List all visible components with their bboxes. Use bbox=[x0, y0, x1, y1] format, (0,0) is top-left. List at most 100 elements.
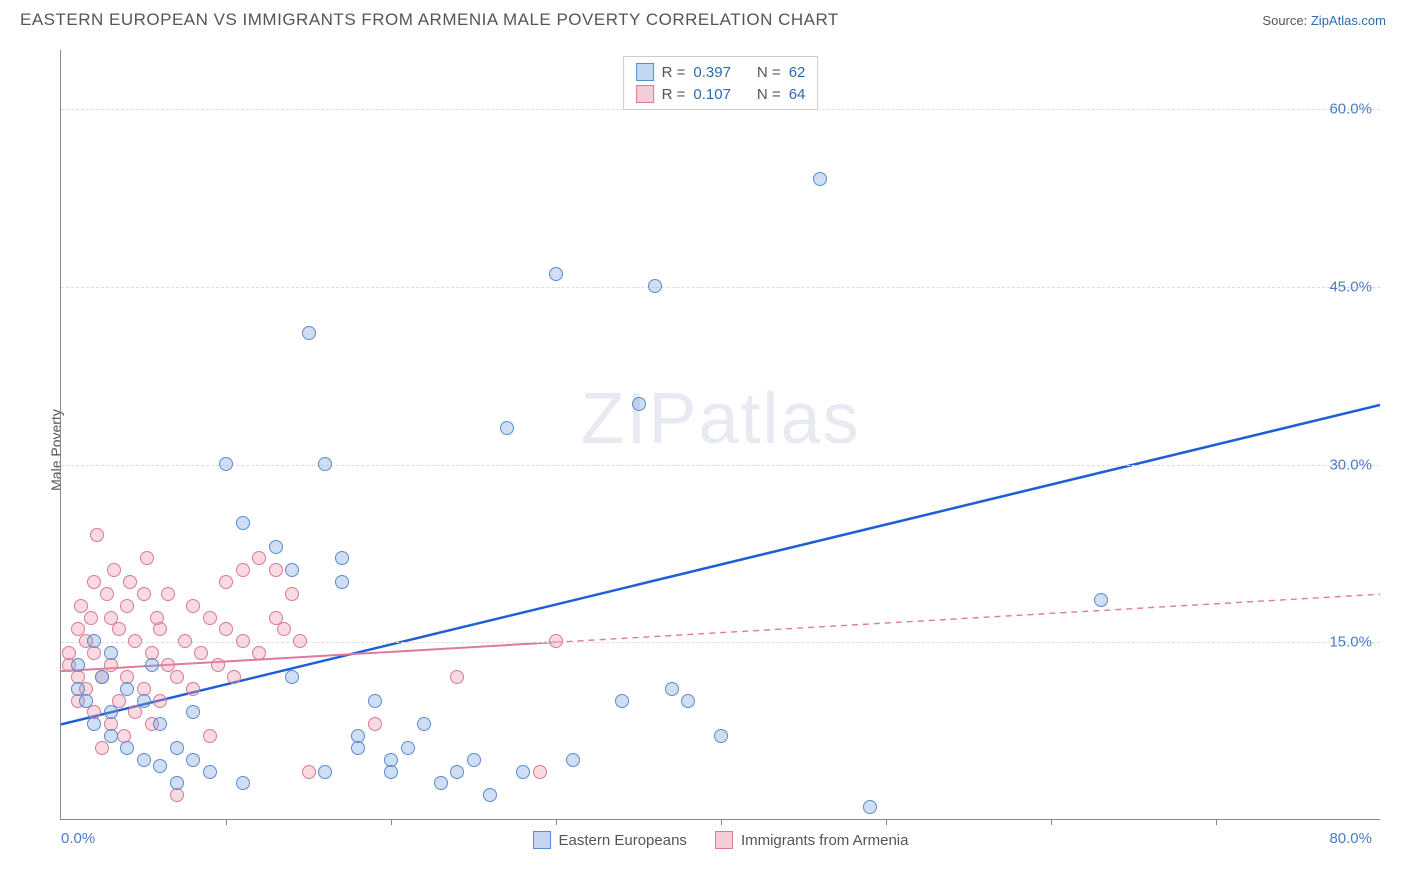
data-point bbox=[203, 765, 217, 779]
data-point bbox=[95, 670, 109, 684]
data-point bbox=[368, 717, 382, 731]
data-point bbox=[100, 587, 114, 601]
data-point bbox=[107, 563, 121, 577]
source-label: Source: bbox=[1262, 13, 1307, 28]
x-tick-mark bbox=[556, 819, 557, 825]
data-point bbox=[236, 563, 250, 577]
data-point bbox=[863, 800, 877, 814]
data-point bbox=[401, 741, 415, 755]
data-point bbox=[137, 694, 151, 708]
data-point bbox=[269, 563, 283, 577]
data-point bbox=[194, 646, 208, 660]
data-point bbox=[104, 646, 118, 660]
y-tick-label: 30.0% bbox=[1329, 456, 1372, 473]
data-point bbox=[153, 759, 167, 773]
series-legend: Eastern Europeans Immigrants from Armenia bbox=[533, 831, 909, 849]
series-name: Eastern Europeans bbox=[559, 832, 687, 849]
data-point bbox=[90, 528, 104, 542]
trend-lines bbox=[61, 50, 1380, 819]
data-point bbox=[467, 753, 481, 767]
data-point bbox=[450, 765, 464, 779]
legend-swatch bbox=[715, 831, 733, 849]
y-tick-label: 15.0% bbox=[1329, 634, 1372, 651]
legend-swatch bbox=[636, 63, 654, 81]
data-point bbox=[203, 729, 217, 743]
data-point bbox=[120, 682, 134, 696]
plot-area: ZIPatlas R =0.397N =62R =0.107N =64 0.0%… bbox=[60, 50, 1380, 820]
data-point bbox=[236, 634, 250, 648]
data-point bbox=[450, 670, 464, 684]
data-point bbox=[123, 575, 137, 589]
data-point bbox=[128, 634, 142, 648]
data-point bbox=[681, 694, 695, 708]
source-link[interactable]: ZipAtlas.com bbox=[1311, 13, 1386, 28]
series-legend-item: Eastern Europeans bbox=[533, 831, 687, 849]
data-point bbox=[236, 516, 250, 530]
data-point bbox=[434, 776, 448, 790]
data-point bbox=[549, 634, 563, 648]
data-point bbox=[153, 694, 167, 708]
data-point bbox=[219, 622, 233, 636]
data-point bbox=[549, 267, 563, 281]
data-point bbox=[302, 326, 316, 340]
series-legend-item: Immigrants from Armenia bbox=[715, 831, 909, 849]
data-point bbox=[277, 622, 291, 636]
n-label: N = bbox=[757, 64, 781, 81]
data-point bbox=[1094, 593, 1108, 607]
r-value: 0.107 bbox=[693, 86, 731, 103]
data-point bbox=[128, 705, 142, 719]
x-tick-mark bbox=[1216, 819, 1217, 825]
legend-swatch bbox=[533, 831, 551, 849]
n-label: N = bbox=[757, 86, 781, 103]
data-point bbox=[236, 776, 250, 790]
data-point bbox=[74, 599, 88, 613]
data-point bbox=[566, 753, 580, 767]
data-point bbox=[211, 658, 225, 672]
data-point bbox=[665, 682, 679, 696]
correlation-legend: R =0.397N =62R =0.107N =64 bbox=[623, 56, 819, 110]
data-point bbox=[112, 622, 126, 636]
data-point bbox=[145, 658, 159, 672]
data-point bbox=[120, 599, 134, 613]
data-point bbox=[87, 575, 101, 589]
chart-title: EASTERN EUROPEAN VS IMMIGRANTS FROM ARME… bbox=[20, 10, 839, 30]
data-point bbox=[252, 646, 266, 660]
data-point bbox=[219, 457, 233, 471]
data-point bbox=[153, 717, 167, 731]
data-point bbox=[813, 172, 827, 186]
data-point bbox=[186, 705, 200, 719]
data-point bbox=[285, 587, 299, 601]
data-point bbox=[227, 670, 241, 684]
data-point bbox=[71, 658, 85, 672]
data-point bbox=[318, 457, 332, 471]
r-label: R = bbox=[662, 86, 686, 103]
data-point bbox=[285, 563, 299, 577]
r-label: R = bbox=[662, 64, 686, 81]
data-point bbox=[87, 717, 101, 731]
x-tick-mark bbox=[391, 819, 392, 825]
data-point bbox=[351, 741, 365, 755]
gridline bbox=[61, 642, 1380, 643]
data-point bbox=[302, 765, 316, 779]
r-value: 0.397 bbox=[693, 64, 731, 81]
source-attribution: Source: ZipAtlas.com bbox=[1262, 13, 1386, 28]
x-axis-max-label: 80.0% bbox=[1329, 830, 1372, 847]
data-point bbox=[84, 611, 98, 625]
data-point bbox=[186, 682, 200, 696]
x-tick-mark bbox=[886, 819, 887, 825]
series-name: Immigrants from Armenia bbox=[741, 832, 909, 849]
x-tick-mark bbox=[226, 819, 227, 825]
data-point bbox=[170, 670, 184, 684]
legend-swatch bbox=[636, 85, 654, 103]
data-point bbox=[170, 776, 184, 790]
data-point bbox=[137, 753, 151, 767]
x-axis-min-label: 0.0% bbox=[61, 830, 95, 847]
data-point bbox=[384, 765, 398, 779]
legend-row: R =0.107N =64 bbox=[636, 83, 806, 105]
gridline bbox=[61, 287, 1380, 288]
data-point bbox=[293, 634, 307, 648]
data-point bbox=[269, 540, 283, 554]
data-point bbox=[335, 551, 349, 565]
y-tick-label: 45.0% bbox=[1329, 278, 1372, 295]
n-value: 62 bbox=[789, 64, 806, 81]
